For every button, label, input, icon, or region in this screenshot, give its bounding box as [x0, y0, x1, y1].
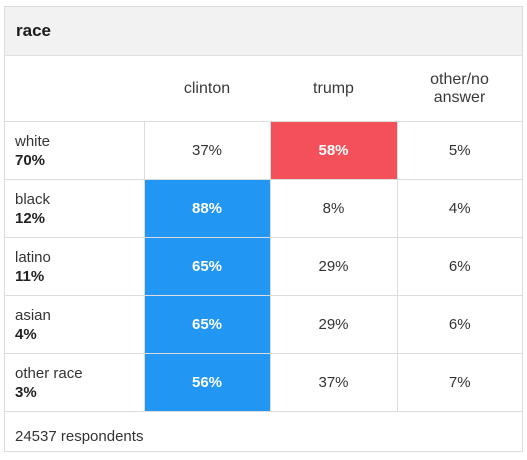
cell-other: 6%: [397, 295, 522, 354]
row-label: latino 11%: [5, 237, 145, 296]
table-row: other race 3% 56% 37% 7%: [5, 353, 522, 411]
cell-clinton: 88%: [144, 179, 271, 238]
row-label: other race 3%: [5, 353, 145, 411]
table-row: white 70% 37% 58% 5%: [5, 121, 522, 180]
card-title: race: [16, 21, 51, 40]
row-group-share: 11%: [15, 267, 45, 285]
results-table: clinton trump other/no answer white 70% 3…: [5, 56, 522, 411]
row-group-share: 12%: [15, 209, 46, 227]
respondents-count: 24537 respondents: [15, 427, 144, 445]
cell-trump: 58%: [270, 121, 398, 180]
results-card: race clinton trump other/no answer white…: [4, 6, 523, 452]
cell-other: 7%: [397, 353, 522, 411]
row-label: white 70%: [5, 121, 145, 180]
table-row: black 12% 88% 8% 4%: [5, 179, 522, 238]
row-group-share: 4%: [15, 325, 37, 343]
row-group-name: latino: [15, 248, 51, 266]
cell-trump: 29%: [270, 237, 398, 296]
row-group-name: other race: [15, 364, 83, 382]
table-row: asian 4% 65% 29% 6%: [5, 295, 522, 354]
column-header-other: other/no answer: [430, 70, 489, 106]
cell-trump: 37%: [270, 353, 398, 411]
row-group-name: black: [15, 190, 51, 208]
row-group-name: asian: [15, 306, 51, 324]
column-header-blank: [5, 56, 144, 122]
cell-clinton: 65%: [144, 295, 271, 354]
column-header-row: clinton trump other/no answer: [5, 56, 522, 122]
cell-other: 6%: [397, 237, 522, 296]
cell-clinton: 65%: [144, 237, 271, 296]
cell-other: 5%: [397, 121, 522, 180]
row-group-share: 3%: [15, 383, 37, 401]
row-group-name: white: [15, 132, 51, 150]
row-group-share: 70%: [15, 151, 46, 169]
cell-trump: 8%: [270, 179, 398, 238]
column-header-clinton: clinton: [183, 79, 231, 97]
cell-trump: 29%: [270, 295, 398, 354]
cell-clinton: 56%: [144, 353, 271, 411]
cell-other: 4%: [397, 179, 522, 238]
column-header-trump: trump: [313, 79, 354, 97]
table-row: latino 11% 65% 29% 6%: [5, 237, 522, 296]
respondents-footer: 24537 respondents: [5, 411, 522, 460]
row-label: black 12%: [5, 179, 145, 238]
card-header: race: [5, 7, 522, 56]
row-label: asian 4%: [5, 295, 145, 354]
cell-clinton: 37%: [144, 121, 271, 180]
